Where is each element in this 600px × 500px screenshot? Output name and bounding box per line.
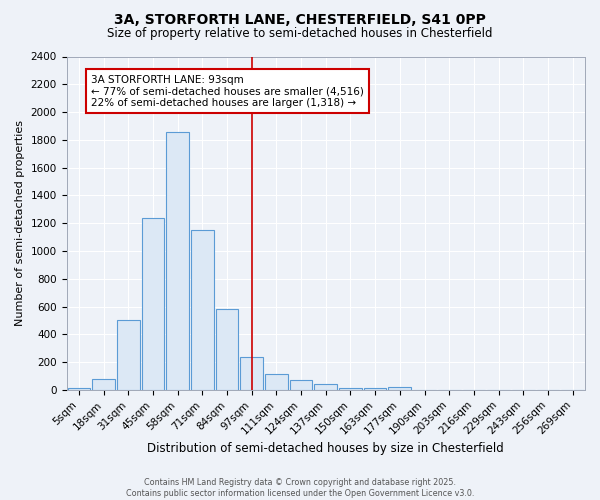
Bar <box>388 387 411 390</box>
Text: Size of property relative to semi-detached houses in Chesterfield: Size of property relative to semi-detach… <box>107 28 493 40</box>
Bar <box>92 379 115 390</box>
Text: Contains HM Land Registry data © Crown copyright and database right 2025.
Contai: Contains HM Land Registry data © Crown c… <box>126 478 474 498</box>
Bar <box>117 320 140 390</box>
Bar <box>339 388 362 390</box>
Bar <box>68 388 90 390</box>
X-axis label: Distribution of semi-detached houses by size in Chesterfield: Distribution of semi-detached houses by … <box>148 442 504 455</box>
Y-axis label: Number of semi-detached properties: Number of semi-detached properties <box>15 120 25 326</box>
Bar <box>314 384 337 390</box>
Bar <box>142 218 164 390</box>
Bar <box>191 230 214 390</box>
Bar <box>215 310 238 390</box>
Bar <box>265 374 288 390</box>
Text: 3A, STORFORTH LANE, CHESTERFIELD, S41 0PP: 3A, STORFORTH LANE, CHESTERFIELD, S41 0P… <box>114 12 486 26</box>
Text: 3A STORFORTH LANE: 93sqm
← 77% of semi-detached houses are smaller (4,516)
22% o: 3A STORFORTH LANE: 93sqm ← 77% of semi-d… <box>91 74 364 108</box>
Bar <box>166 132 189 390</box>
Bar <box>290 380 313 390</box>
Bar <box>241 356 263 390</box>
Bar <box>364 388 386 390</box>
